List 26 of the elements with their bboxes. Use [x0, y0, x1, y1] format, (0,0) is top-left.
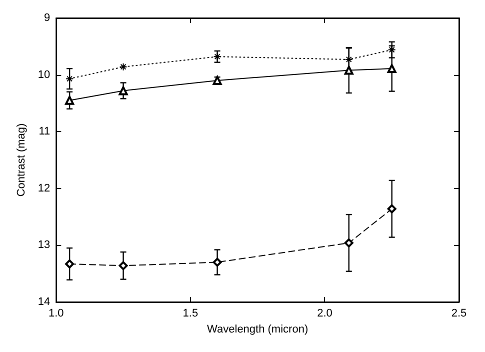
point — [344, 55, 353, 64]
point — [344, 238, 354, 248]
point — [213, 52, 222, 61]
y-tick-label: 12 — [38, 182, 50, 194]
y-tick-label: 13 — [38, 239, 50, 252]
y-axis-title: Contrast (mag) — [16, 123, 28, 197]
point — [65, 259, 74, 268]
point — [118, 86, 128, 96]
x-tick-label: 2.5 — [451, 308, 467, 320]
point — [66, 74, 74, 83]
point — [387, 64, 396, 74]
point — [119, 62, 128, 71]
point — [344, 66, 354, 75]
point — [387, 204, 396, 214]
x-axis-title: Wavelength (micron) — [207, 323, 308, 336]
y-tick-label: 10 — [38, 68, 50, 81]
x-tick-label: 1.0 — [48, 308, 64, 320]
point — [118, 261, 128, 270]
y-tick-label: 9 — [44, 12, 50, 24]
point — [65, 96, 74, 105]
x-tick-label: 1.5 — [182, 308, 198, 320]
x-tick-label: 2.0 — [317, 308, 332, 320]
point — [212, 258, 222, 267]
point — [212, 76, 222, 85]
y-tick-label: 14 — [38, 296, 50, 308]
y-tick-label: 11 — [38, 126, 50, 138]
